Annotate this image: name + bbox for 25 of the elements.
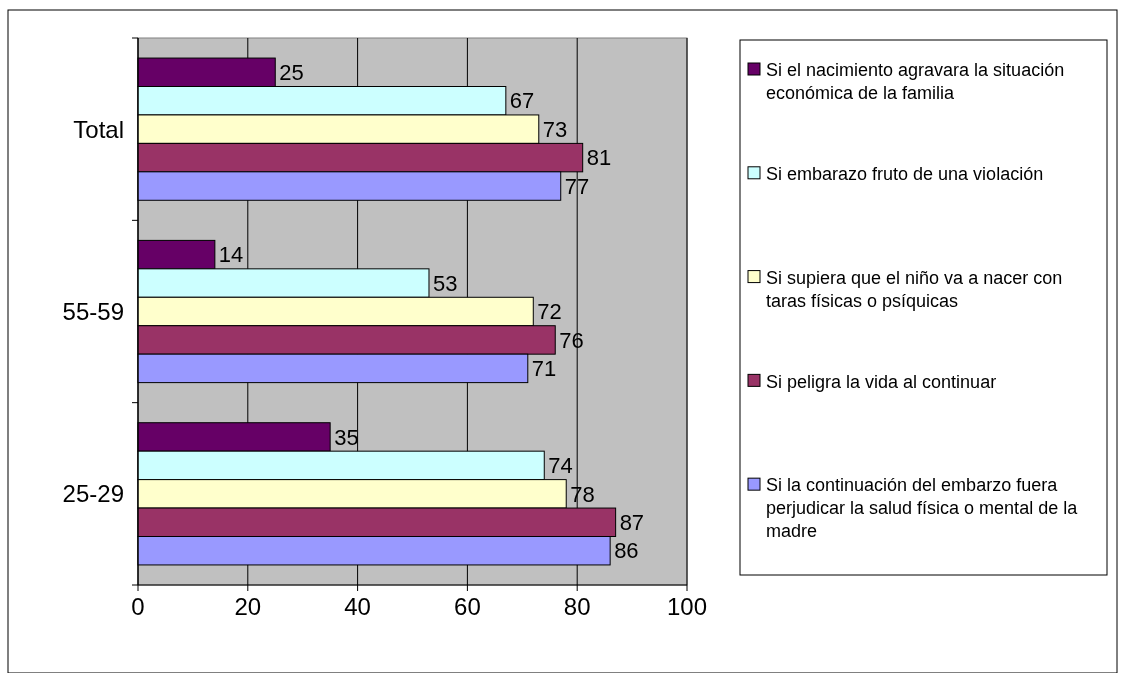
data-label: 86 [614,538,639,564]
legend-label: Si supiera que el niño va a nacer con taras físicas o psíquicas [766,267,1063,311]
x-tick-label: 100 [666,593,708,620]
data-label: 53 [432,270,458,296]
y-tick-label: Total [73,115,124,143]
data-label: 87 [619,509,645,535]
data-label: 14 [218,242,244,268]
data-label: 67 [509,88,535,114]
legend-label: Si la continuación del embarzo fuera perjudicar la salud física o mental de la madre [766,475,1079,542]
x-tick-label: 60 [454,593,481,620]
data-label: 73 [542,116,568,142]
x-tick-label: 80 [563,593,591,620]
y-tick-label: 25-29 [62,480,124,508]
x-tick-label: 20 [234,593,262,620]
data-label: 72 [537,299,562,325]
x-tick-label: 0 [131,593,145,620]
y-tick-label: 55-59 [62,297,124,325]
data-label: 81 [586,145,612,171]
data-label: 71 [531,356,557,382]
data-label: 74 [548,453,573,479]
x-tick-label: 40 [344,593,371,620]
data-label: 25 [279,59,304,85]
legend-label: Si el nacimiento agravara la situación económica de la familia [766,60,1065,104]
legend-label: Si peligra la vida al continuar [766,371,997,392]
legend-label: Si embarazo fruto de una violación [766,164,1044,185]
